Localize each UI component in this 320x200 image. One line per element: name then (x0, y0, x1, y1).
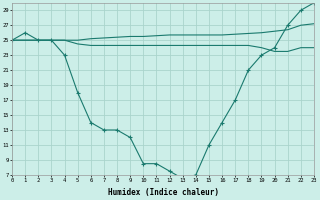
X-axis label: Humidex (Indice chaleur): Humidex (Indice chaleur) (108, 188, 219, 197)
